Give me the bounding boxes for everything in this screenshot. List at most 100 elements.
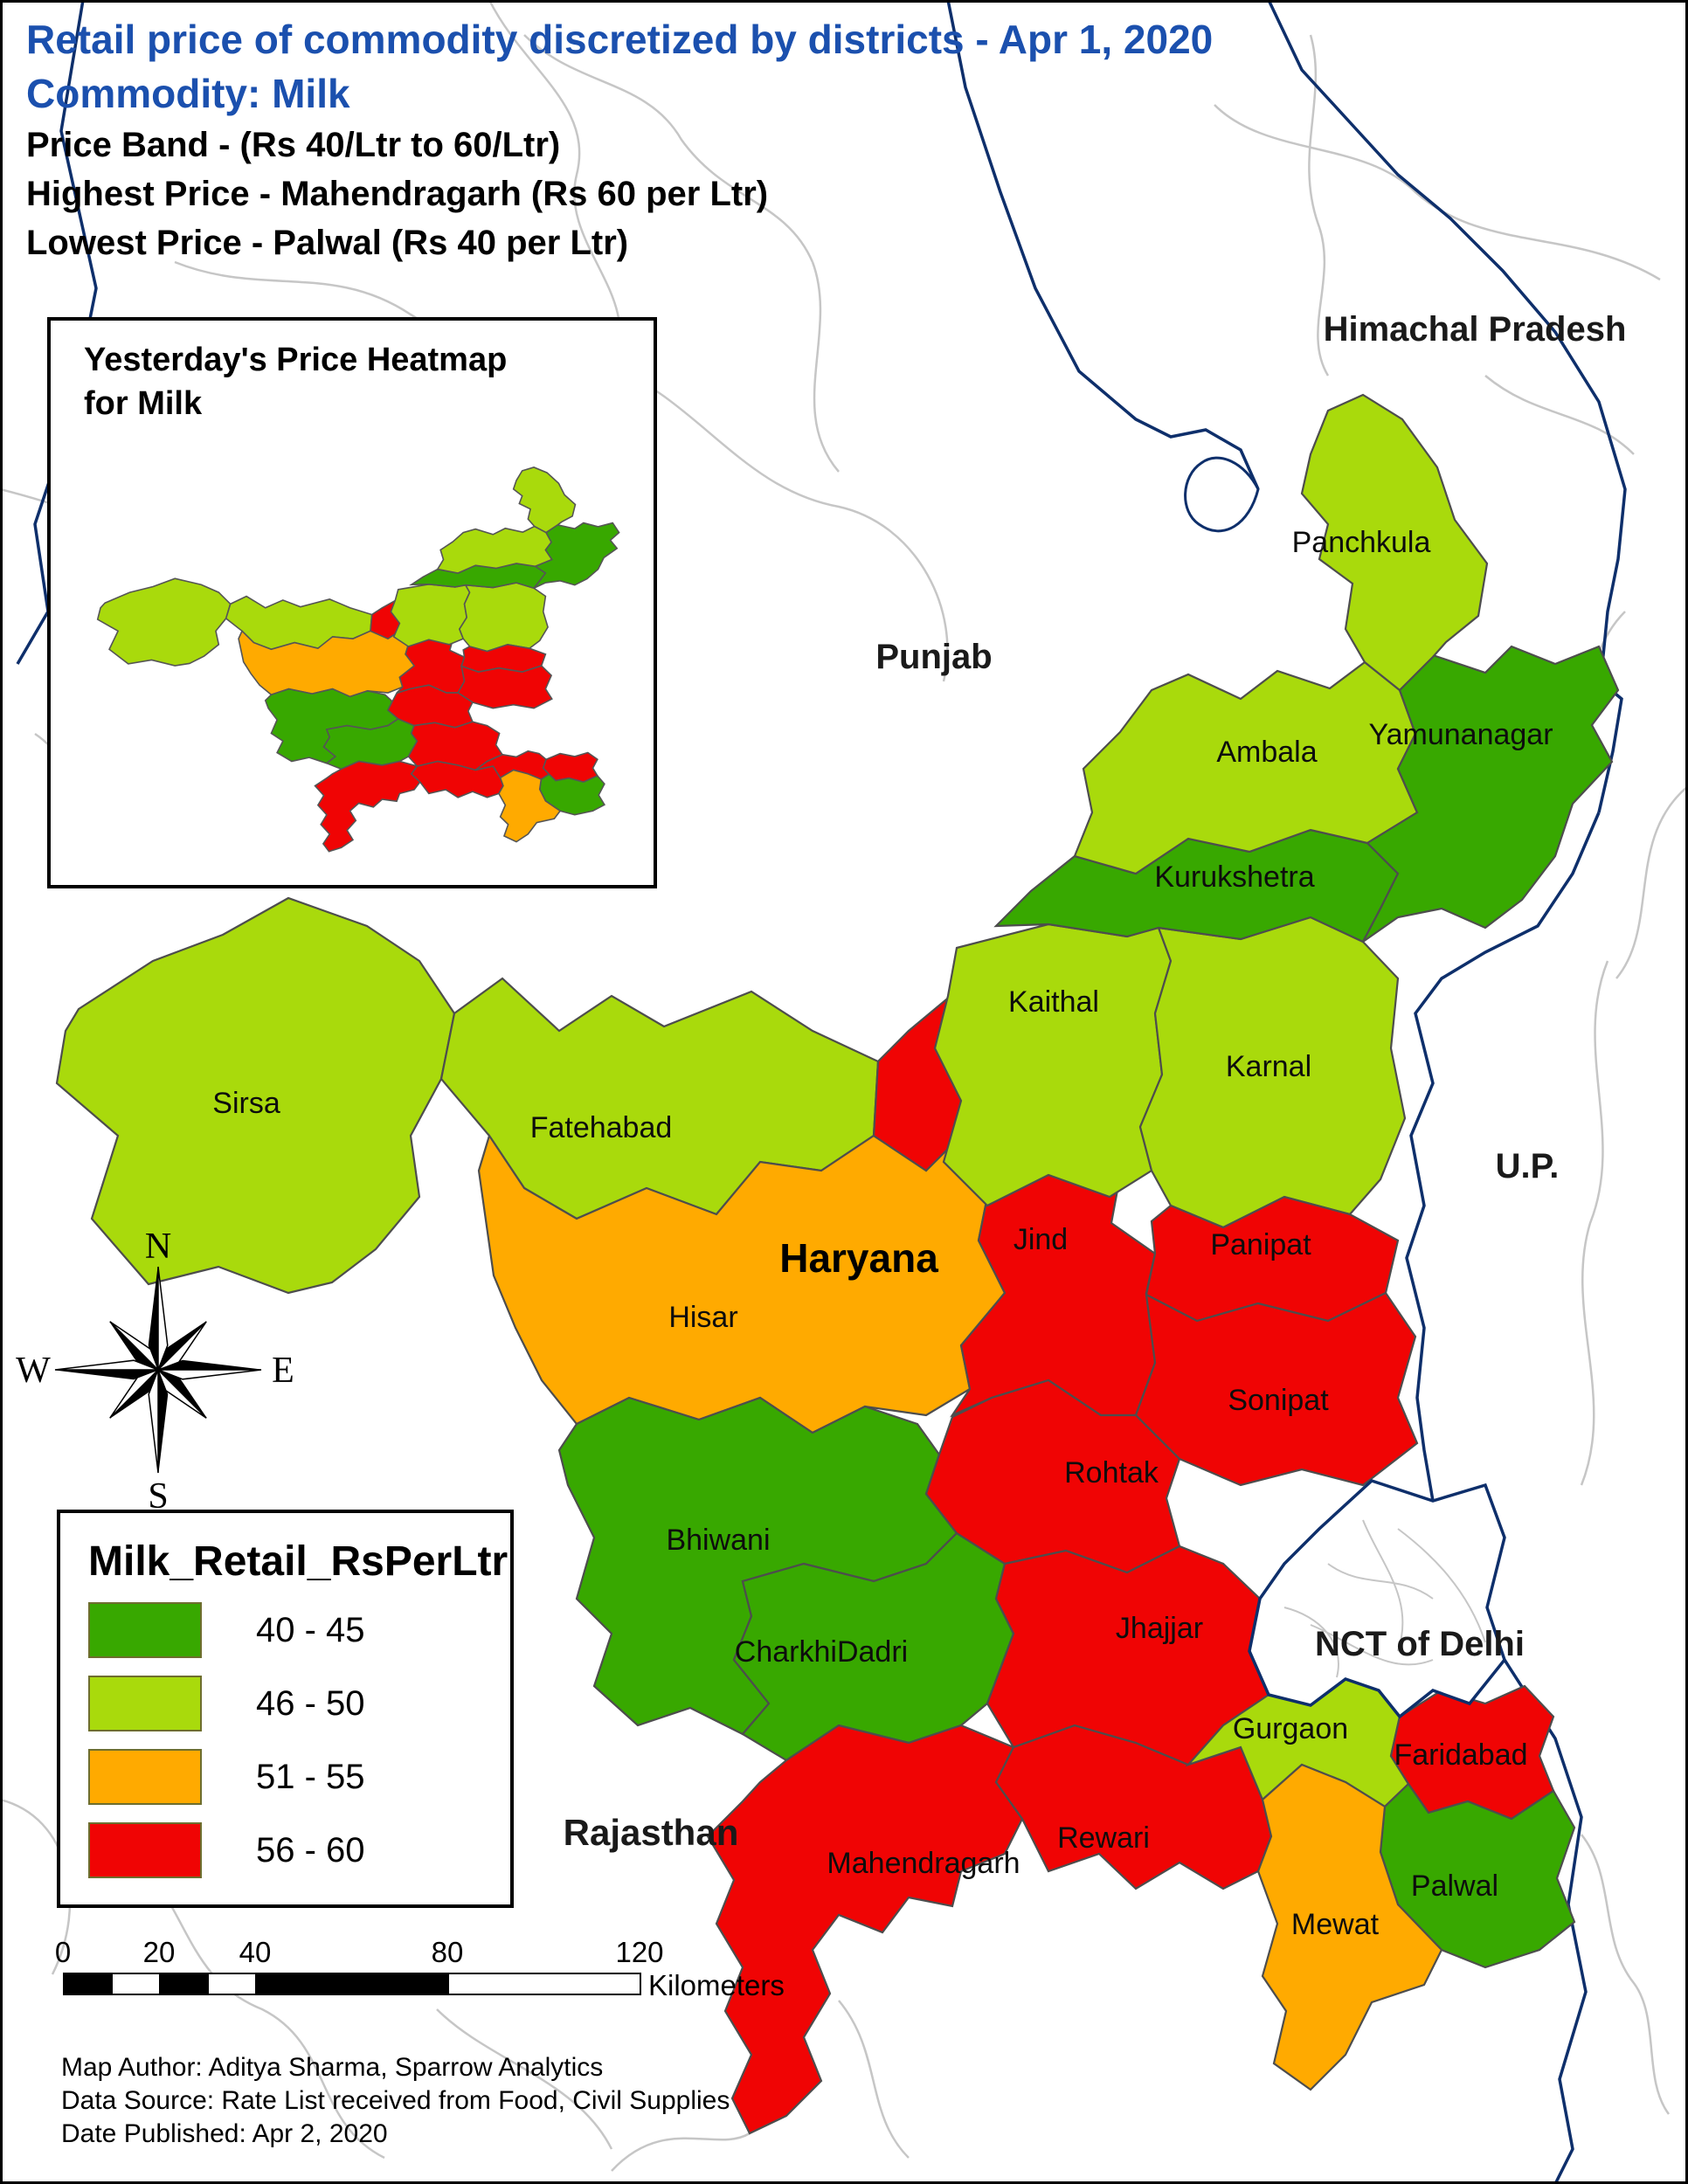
state-label-nct-of-delhi: NCT of Delhi bbox=[1315, 1625, 1525, 1663]
compass-label-south: S bbox=[148, 1476, 168, 1517]
legend-label: 46 - 50 bbox=[256, 1683, 365, 1723]
district-label-fatehabad: Fatehabad bbox=[530, 1111, 673, 1144]
inset-title-line2: for Milk bbox=[84, 385, 203, 422]
neighbor-district-boundary bbox=[488, 0, 621, 368]
district-label-gurgaon: Gurgaon bbox=[1233, 1712, 1348, 1745]
scale-segment bbox=[255, 1973, 449, 1995]
district-label-ambala: Ambala bbox=[1216, 736, 1317, 769]
district-label-jind: Jind bbox=[1013, 1223, 1068, 1256]
district-charkhidadri bbox=[732, 1531, 1015, 1762]
district-label-panchkula: Panchkula bbox=[1292, 526, 1431, 559]
district-label-kurukshetra: Kurukshetra bbox=[1154, 860, 1314, 894]
scale-tick: 20 bbox=[142, 1936, 176, 1968]
legend-title: Milk_Retail_RsPerLtr bbox=[88, 1538, 508, 1585]
district-label-panipat: Panipat bbox=[1210, 1228, 1311, 1261]
header: Retail price of commodity discretized by… bbox=[26, 12, 1213, 267]
price-band-line: Price Band - (Rs 40/Ltr to 60/Ltr) bbox=[26, 126, 561, 164]
district-mewat bbox=[1256, 1763, 1443, 2091]
neighbor-district-boundary bbox=[1615, 785, 1688, 979]
compass-label-east: E bbox=[272, 1351, 294, 1391]
legend-label: 40 - 45 bbox=[256, 1610, 365, 1649]
state-label-punjab: Punjab bbox=[875, 638, 992, 676]
inset-map-box: Yesterday's Price Heatmap for Milk bbox=[49, 319, 655, 887]
legend-label: 51 - 55 bbox=[256, 1757, 365, 1796]
neighbor-district-boundary bbox=[838, 2000, 910, 2159]
scale-tick: 120 bbox=[615, 1936, 664, 1968]
neighbor-district-boundary bbox=[611, 2132, 751, 2172]
neighbor-district-boundary bbox=[1214, 104, 1661, 281]
district-label-bhiwani: Bhiwani bbox=[666, 1524, 770, 1557]
inset-district-panchkula bbox=[514, 467, 576, 533]
scale-segment bbox=[447, 1973, 641, 1995]
state-label-haryana: Haryana bbox=[779, 1235, 938, 1281]
legend-row: 40 - 45 bbox=[88, 1601, 510, 1659]
district-label-karnal: Karnal bbox=[1226, 1050, 1311, 1083]
map-title-line1: Retail price of commodity discretized by… bbox=[26, 17, 1214, 62]
compass-point bbox=[54, 1359, 159, 1371]
district-label-faridabad: Faridabad bbox=[1394, 1738, 1527, 1772]
legend-label: 56 - 60 bbox=[256, 1830, 365, 1870]
compass-point bbox=[157, 1369, 262, 1380]
chandigarh-pocket-outline bbox=[1184, 456, 1260, 533]
nct-delhi-outline bbox=[1248, 1479, 1506, 1719]
district-kaithal bbox=[933, 923, 1173, 1207]
scale-tick: 40 bbox=[239, 1936, 272, 1968]
highest-price-line: Highest Price - Mahendragarh (Rs 60 per … bbox=[26, 175, 769, 213]
district-label-sonipat: Sonipat bbox=[1228, 1384, 1329, 1417]
scale-segment bbox=[159, 1973, 209, 1995]
compass-point bbox=[148, 1369, 159, 1474]
neighbor-district-boundary bbox=[1580, 960, 1609, 1486]
inset-haryana-map bbox=[98, 467, 619, 852]
scale-segment bbox=[207, 1973, 257, 1995]
compass-rose-icon: N S E W bbox=[16, 1227, 294, 1517]
inset-district-charkhidadri bbox=[324, 719, 418, 769]
legend: Milk_Retail_RsPerLtr 40 - 45 46 - 50 51 … bbox=[57, 1510, 514, 1908]
legend-row: 56 - 60 bbox=[88, 1821, 510, 1879]
credit-date: Date Published: Apr 2, 2020 bbox=[61, 2119, 388, 2148]
district-label-kaithal: Kaithal bbox=[1008, 985, 1099, 1019]
neighbor-district-boundary bbox=[811, 261, 840, 473]
credits: Map Author: Aditya Sharma, Sparrow Analy… bbox=[61, 2051, 730, 2151]
district-label-charkhidadri: CharkhiDadri bbox=[735, 1635, 908, 1669]
state-label-u-p-: U.P. bbox=[1496, 1147, 1560, 1185]
scale-tick: 80 bbox=[431, 1936, 464, 1968]
delhi-subdivision-line bbox=[1362, 1519, 1404, 1652]
inset-district-mewat bbox=[499, 770, 560, 841]
lowest-price-line: Lowest Price - Palwal (Rs 40 per Ltr) bbox=[26, 224, 629, 262]
legend-swatch-51-55 bbox=[88, 1749, 202, 1805]
legend-row: 51 - 55 bbox=[88, 1748, 510, 1806]
state-label-rajasthan: Rajasthan bbox=[564, 1812, 739, 1853]
district-panchkula bbox=[1300, 393, 1489, 692]
scale-segment bbox=[63, 1973, 113, 1995]
legend-swatch-46-50 bbox=[88, 1676, 202, 1731]
neighbor-district-boundary bbox=[1484, 375, 1635, 455]
delhi-subdivision-line bbox=[1283, 1607, 1339, 1678]
neighbor-district-boundary bbox=[1581, 1834, 1671, 2115]
state-boundary-line bbox=[946, 0, 1260, 490]
scale-unit-label: Kilometers bbox=[648, 1969, 785, 2001]
compass-label-west: W bbox=[16, 1351, 51, 1391]
neighbor-district-boundary bbox=[1308, 34, 1330, 377]
delhi-subdivision-line bbox=[1327, 1563, 1434, 1600]
delhi-subdivision-line bbox=[1397, 1528, 1486, 1643]
state-boundary-line bbox=[1405, 812, 1601, 1502]
credit-source: Data Source: Rate List received from Foo… bbox=[61, 2086, 730, 2115]
district-label-hisar: Hisar bbox=[668, 1301, 737, 1334]
district-label-sirsa: Sirsa bbox=[212, 1087, 280, 1120]
district-label-rohtak: Rohtak bbox=[1064, 1456, 1159, 1489]
compass-point bbox=[157, 1266, 169, 1371]
district-sirsa bbox=[55, 896, 456, 1295]
legend-swatch-56-60 bbox=[88, 1822, 202, 1878]
district-label-yamunanagar: Yamunanagar bbox=[1368, 718, 1553, 751]
scale-segment bbox=[111, 1973, 161, 1995]
map-title-line2: Commodity: Milk bbox=[26, 71, 350, 116]
district-label-jhajjar: Jhajjar bbox=[1116, 1612, 1203, 1645]
state-label-himachal-pradesh: Himachal Pradesh bbox=[1324, 310, 1627, 349]
neighbor-district-boundary bbox=[611, 365, 949, 682]
credit-author: Map Author: Aditya Sharma, Sparrow Analy… bbox=[61, 2053, 604, 2082]
scale-tick: 0 bbox=[54, 1936, 72, 1968]
district-label-rewari: Rewari bbox=[1057, 1821, 1150, 1855]
inset-title: Yesterday's Price Heatmap for Milk bbox=[84, 338, 507, 425]
legend-row: 46 - 50 bbox=[88, 1675, 510, 1732]
